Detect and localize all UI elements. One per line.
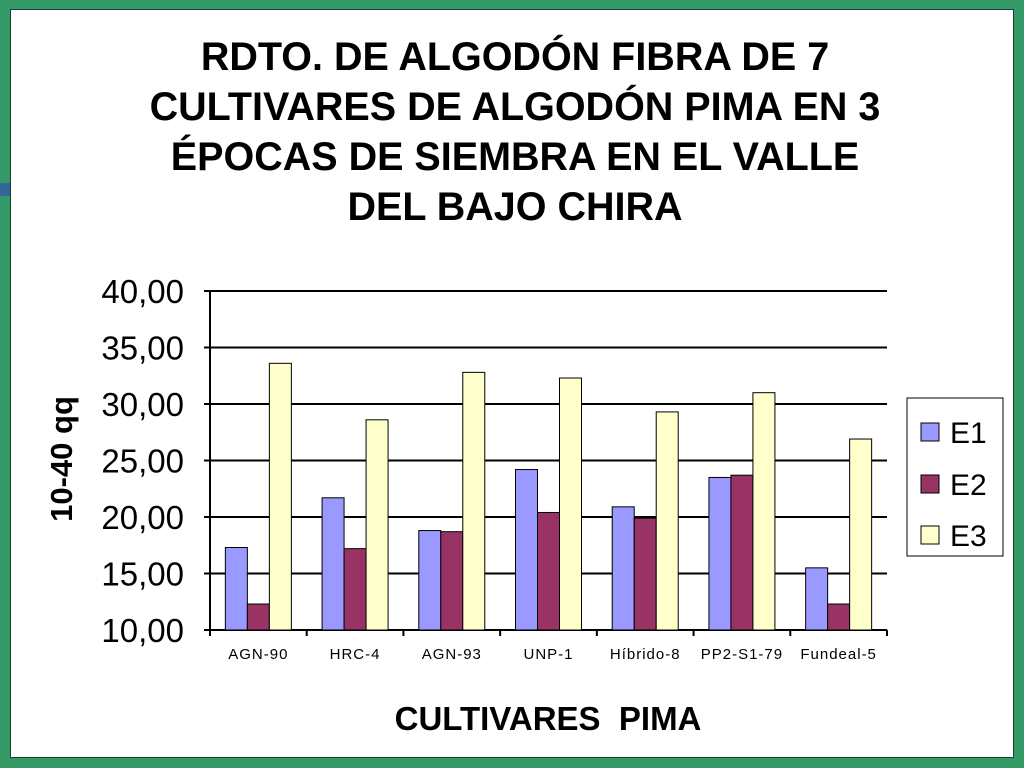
bar-e2-hibrido-8 — [633, 517, 657, 631]
bar-e1-hibrido-8 — [611, 506, 635, 631]
bar-e3-agn-93 — [462, 371, 486, 631]
bar-e1-fundeal-5 — [805, 567, 829, 631]
chart-title: RDTO. DE ALGODÓN FIBRA DE 7 CULTIVARES D… — [149, 35, 881, 229]
bar-e2-hrc-4 — [343, 548, 367, 631]
bar-e2-agn-93 — [440, 531, 464, 631]
x-tick-label: Fundeal-5 — [800, 646, 877, 663]
bar-e3-hibrido-8 — [655, 411, 679, 631]
slide-accent-bar — [0, 183, 10, 196]
x-tick-label: PP2-S1-79 — [701, 646, 783, 663]
legend-swatch — [920, 525, 940, 545]
bar-e1-hrc-4 — [321, 497, 345, 631]
bar-e2-pp2-s1-79 — [730, 474, 754, 631]
bar-e2-agn-90 — [246, 603, 270, 631]
legend: E1 E2 E3 — [906, 397, 1004, 557]
y-tick-label: 15,00 — [101, 556, 184, 593]
y-tick-label: 30,00 — [101, 386, 184, 423]
x-tick-label: HRC-4 — [330, 646, 381, 663]
legend-item-e3: E3 — [920, 520, 987, 553]
bar-e2-fundeal-5 — [827, 603, 851, 631]
legend-swatch — [920, 474, 940, 494]
y-tick-label: 20,00 — [101, 499, 184, 536]
bar-e1-pp2-s1-79 — [708, 476, 732, 631]
legend-label: E3 — [950, 520, 987, 553]
legend-swatch — [920, 422, 940, 442]
bar-e1-agn-90 — [224, 547, 248, 631]
y-axis-title: 10-40 qq — [44, 396, 79, 522]
y-tick-label: 40,00 — [101, 273, 184, 310]
x-tick-label: UNP-1 — [523, 646, 573, 663]
bar-e3-pp2-s1-79 — [752, 392, 776, 631]
y-tick-label: 35,00 — [101, 330, 184, 367]
legend-item-e1: E1 — [920, 417, 987, 450]
legend-label: E2 — [950, 469, 987, 502]
x-tick-label: AGN-90 — [228, 646, 288, 663]
y-tick-label: 25,00 — [101, 443, 184, 480]
x-tick-label: Híbrido-8 — [610, 646, 681, 663]
legend-item-e2: E2 — [920, 469, 987, 502]
slide — [10, 9, 1014, 758]
bar-e2-unp-1 — [537, 511, 560, 631]
bar-e3-hrc-4 — [365, 419, 389, 631]
y-tick-label: 10,00 — [101, 612, 184, 649]
x-tick-label: AGN-93 — [422, 646, 482, 663]
x-axis-title: CULTIVARES PIMA — [395, 700, 702, 737]
legend-label: E1 — [950, 417, 987, 450]
bar-e1-agn-93 — [418, 530, 442, 631]
bar-e3-fundeal-5 — [849, 438, 873, 631]
bar-e3-agn-90 — [268, 362, 292, 631]
bars — [224, 362, 873, 631]
y-tick-labels: 40,00 35,00 30,00 25,00 20,00 15,00 10,00 — [101, 273, 184, 649]
bar-e3-unp-1 — [559, 377, 582, 631]
bar-e1-unp-1 — [515, 469, 538, 631]
x-tick-labels: AGN-90 HRC-4 AGN-93 UNP-1 Híbrido-8 PP2-S1-79… — [228, 646, 877, 663]
